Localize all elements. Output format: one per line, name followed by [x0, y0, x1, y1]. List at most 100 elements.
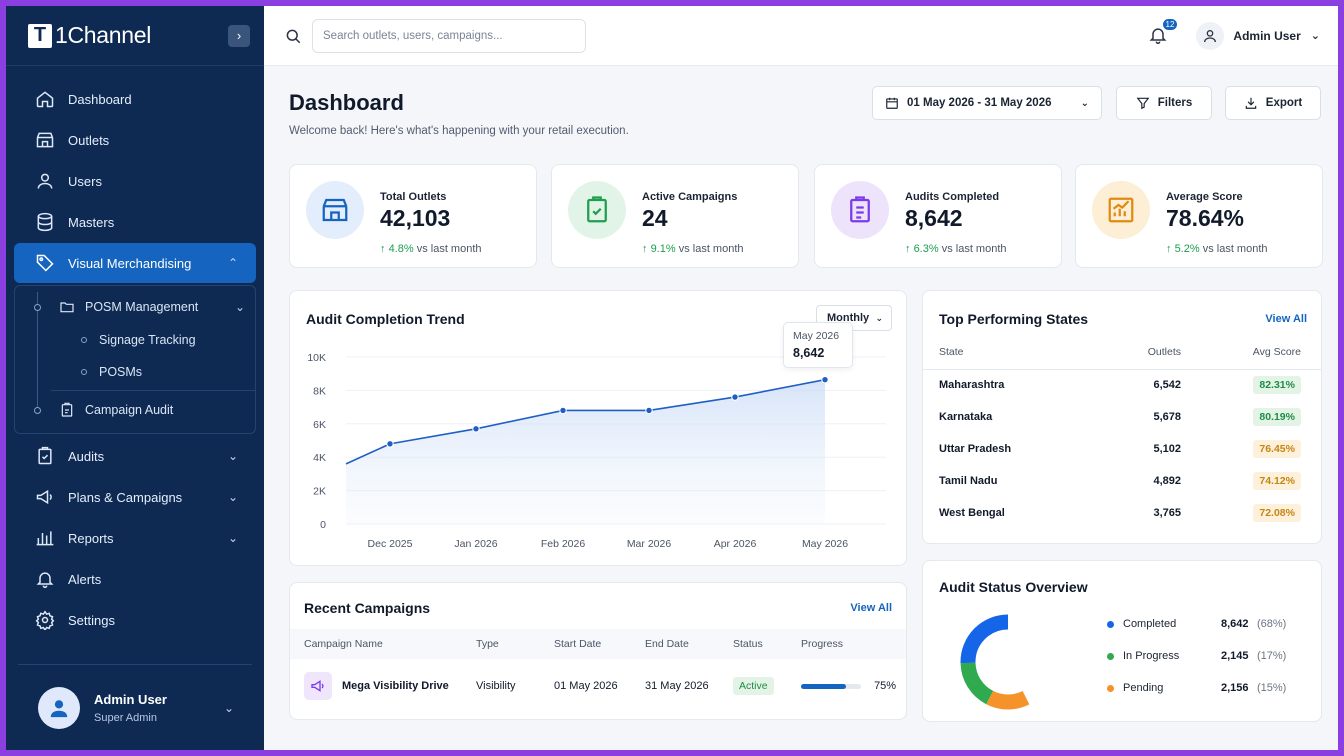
kpi-change: ↑ 9.1% vs last month: [642, 243, 744, 255]
sidebar-item-label: Visual Merchandising: [68, 255, 192, 271]
filter-icon: [1136, 96, 1150, 110]
state-outlets: 6,542: [1153, 379, 1181, 392]
sidebar-item-audits[interactable]: Audits ⌄: [14, 436, 256, 476]
data-point[interactable]: [821, 375, 829, 384]
campaign-type: Visibility: [476, 680, 516, 692]
table-row[interactable]: West Bengal 3,765 72.08%: [923, 497, 1321, 529]
submenu-item-label: Campaign Audit: [85, 403, 174, 417]
score-badge: 80.19%: [1253, 408, 1301, 426]
x-tick-label: Dec 2025: [368, 538, 413, 550]
store-icon: [322, 198, 348, 222]
logo-icon: T: [28, 23, 52, 48]
view-all-link[interactable]: View All: [1265, 313, 1307, 325]
tag-icon: [34, 252, 56, 274]
kpi-change: ↑ 6.3% vs last month: [905, 243, 1007, 255]
search-input[interactable]: [312, 18, 586, 53]
sidebar-item-settings[interactable]: Settings: [14, 600, 256, 640]
state-name: Karnataka: [939, 411, 993, 423]
donut-chart: [960, 614, 1056, 710]
arrow-up-icon: ↑: [1166, 243, 1172, 255]
filters-label: Filters: [1157, 97, 1193, 109]
table-row[interactable]: Uttar Pradesh 5,102 76.45%: [923, 433, 1321, 465]
card-title: Audit Status Overview: [939, 579, 1088, 595]
kpi-change-suffix: vs last month: [1202, 243, 1268, 255]
sidebar-item-outlets[interactable]: Outlets: [14, 120, 256, 160]
table-row[interactable]: Mega Visibility Drive Visibility 01 May …: [290, 659, 906, 713]
kpi-value: 8,642: [905, 205, 963, 231]
table-row[interactable]: Karnataka 5,678 80.19%: [923, 401, 1321, 433]
folder-icon: [59, 298, 77, 316]
data-point[interactable]: [645, 406, 653, 415]
user-menu[interactable]: Admin User ⌄: [1196, 21, 1320, 50]
table-row[interactable]: Maharashtra 6,542 82.31%: [923, 369, 1321, 401]
kpi-value: 24: [642, 205, 668, 231]
kpi-change-value: 4.8%: [388, 243, 414, 255]
sidebar-item-users[interactable]: Users: [14, 161, 256, 201]
top-states-card: Top Performing States View All State Out…: [922, 290, 1322, 544]
data-point[interactable]: [731, 393, 739, 401]
chevron-down-icon: ⌄: [1310, 30, 1320, 42]
legend-value: 8,642: [1221, 618, 1249, 630]
x-tick-label: May 2026: [802, 538, 848, 550]
state-outlets: 5,102: [1153, 443, 1181, 455]
user-name: Admin User: [94, 691, 167, 707]
donut-slice[interactable]: [960, 614, 1056, 710]
chevron-down-icon: ⌄: [234, 300, 245, 314]
state-outlets: 5,678: [1153, 411, 1181, 423]
sidebar-item-dashboard[interactable]: Dashboard: [14, 79, 256, 119]
state-name: Maharashtra: [939, 379, 1005, 392]
trend-chart-icon: [1108, 197, 1134, 223]
clipboard-list-icon: [850, 196, 870, 223]
state-name: Uttar Pradesh: [939, 443, 1012, 455]
column-header: Campaign Name: [290, 629, 476, 659]
download-icon: [1244, 96, 1258, 110]
kpi-label: Total Outlets: [380, 191, 447, 203]
kpi-card-average-score: Average Score 78.64% ↑ 5.2% vs last mont…: [1075, 164, 1323, 268]
sidebar-item-visual-merchandising[interactable]: Visual Merchandising ⌃: [14, 243, 256, 283]
legend-percent: (68%): [1257, 618, 1287, 630]
notifications-button[interactable]: 12: [1148, 17, 1179, 47]
arrow-up-icon: ↑: [905, 243, 911, 255]
column-header: State: [923, 335, 1101, 370]
export-button[interactable]: Export: [1225, 86, 1321, 120]
sidebar-item-alerts[interactable]: Alerts: [14, 559, 256, 599]
notification-badge: 12: [1161, 17, 1179, 31]
avatar: [38, 686, 80, 729]
submenu-item-campaign-audit[interactable]: Campaign Audit: [15, 393, 255, 427]
clipboard-icon: [34, 445, 56, 467]
audit-status-card: Audit Status Overview Completed 8,642 (6…: [922, 560, 1322, 722]
sidebar-user-profile[interactable]: Admin User Super Admin ⌄: [18, 664, 252, 750]
view-all-link[interactable]: View All: [850, 602, 892, 614]
tooltip-value: 8,642: [793, 345, 825, 360]
table-row[interactable]: Tamil Nadu 4,892 74.12%: [923, 465, 1321, 497]
collapse-sidebar-button[interactable]: ›: [228, 24, 250, 47]
submenu-item-posms[interactable]: POSMs: [15, 356, 255, 388]
sidebar-item-label: Audits: [68, 448, 105, 464]
kpi-change-suffix: vs last month: [416, 243, 482, 255]
data-point[interactable]: [386, 440, 394, 448]
sidebar-item-reports[interactable]: Reports ⌄: [14, 518, 256, 558]
submenu-item-signage-tracking[interactable]: Signage Tracking: [15, 324, 255, 356]
period-select[interactable]: Monthly ⌄: [816, 305, 892, 331]
kpi-value: 42,103: [380, 205, 451, 231]
y-tick-label: 4K: [313, 452, 326, 464]
data-point[interactable]: [559, 406, 567, 415]
legend-in-progress: In Progress 2,145 (17%): [1107, 650, 1297, 662]
legend-dot: [1107, 684, 1114, 692]
clipboard-check-icon: [587, 196, 607, 223]
submenu-item-posm-management[interactable]: POSM Management ⌄: [15, 290, 255, 324]
sidebar-item-plans-campaigns[interactable]: Plans & Campaigns ⌄: [14, 477, 256, 517]
sidebar-item-label: Dashboard: [68, 91, 132, 107]
campaign-end: 31 May 2026: [645, 680, 709, 692]
kpi-change: ↑ 4.8% vs last month: [380, 243, 482, 255]
date-range-picker[interactable]: 01 May 2026 - 31 May 2026 ⌄: [872, 86, 1102, 120]
column-header: Type: [476, 629, 554, 659]
arrow-up-icon: ↑: [642, 243, 648, 255]
kpi-change-suffix: vs last month: [678, 243, 744, 255]
progress-bar: [801, 683, 861, 689]
data-point[interactable]: [472, 425, 480, 433]
filters-button[interactable]: Filters: [1116, 86, 1212, 120]
sidebar-item-masters[interactable]: Masters: [14, 202, 256, 242]
donut-slice[interactable]: [960, 614, 1056, 710]
sidebar-item-label: Alerts: [68, 571, 102, 587]
